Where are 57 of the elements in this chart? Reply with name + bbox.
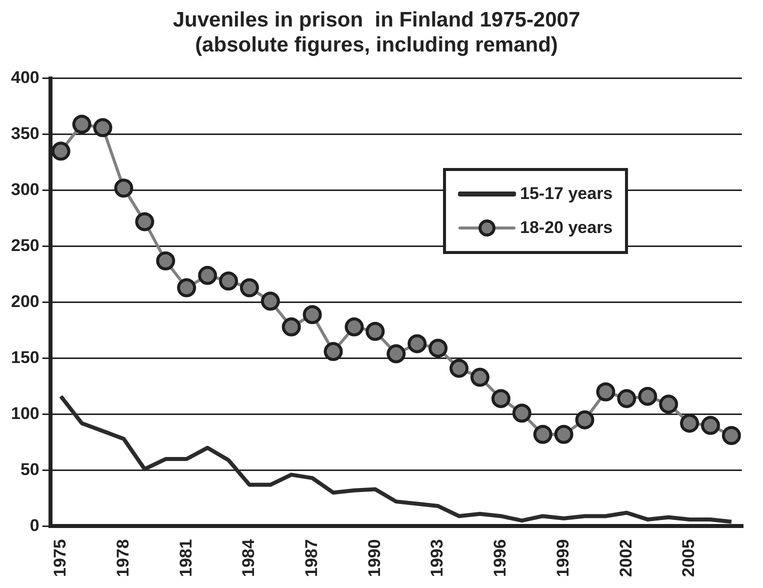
x-tick-label: 1996 (490, 539, 510, 578)
point (491, 389, 510, 408)
x-tick-label: 1978 (113, 539, 132, 578)
y-tick-label: 150 (10, 348, 40, 367)
point (386, 344, 406, 364)
x-tick-label: 1993 (428, 539, 447, 578)
x-tick-label: 1987 (302, 539, 321, 578)
point (680, 414, 700, 433)
point (51, 142, 70, 161)
point (324, 342, 343, 362)
point (554, 424, 574, 444)
x-tick-label: 1975 (50, 539, 70, 578)
x-tick-label: 1981 (176, 539, 196, 578)
point (596, 382, 616, 402)
point (638, 386, 658, 406)
y-tick-label: 100 (10, 404, 40, 423)
y-tick-label: 400 (10, 68, 40, 88)
point (302, 305, 322, 324)
point (722, 426, 741, 446)
y-tick-label: 300 (10, 180, 40, 200)
y-tick-label: 200 (10, 292, 40, 311)
x-tick-label: 1999 (553, 539, 572, 578)
x-tick-label: 2005 (679, 539, 698, 578)
point (93, 118, 112, 138)
point (533, 424, 552, 444)
point (114, 178, 134, 198)
point (575, 410, 594, 430)
x-tick-label: 1984 (239, 538, 258, 578)
point (135, 212, 154, 232)
point (470, 368, 490, 387)
point (260, 292, 280, 311)
y-tick-label: 250 (10, 236, 40, 256)
point (408, 334, 427, 354)
legend-label: 15-17 years (520, 184, 613, 204)
point (177, 278, 196, 298)
legend-label: 18-20 years (520, 218, 613, 238)
x-tick-label: 2002 (616, 539, 636, 578)
y-tick-label: 350 (10, 124, 40, 144)
y-tick-label: 50 (20, 460, 40, 479)
point (218, 272, 238, 291)
point (156, 251, 176, 270)
point (659, 394, 678, 414)
y-tick-label: 0 (30, 516, 40, 535)
point (240, 278, 259, 298)
point (366, 322, 385, 341)
text: (absolute figures, including remand) (195, 34, 558, 57)
text: Juveniles in prison in Finland 1975-2007 (172, 8, 580, 32)
point (617, 389, 636, 408)
point (428, 338, 448, 358)
point (344, 317, 364, 336)
point (282, 317, 301, 336)
point (72, 114, 92, 134)
point (512, 404, 532, 423)
point (450, 358, 469, 378)
x-tick-label: 1990 (364, 539, 384, 578)
point (198, 266, 218, 285)
point (700, 416, 720, 435)
